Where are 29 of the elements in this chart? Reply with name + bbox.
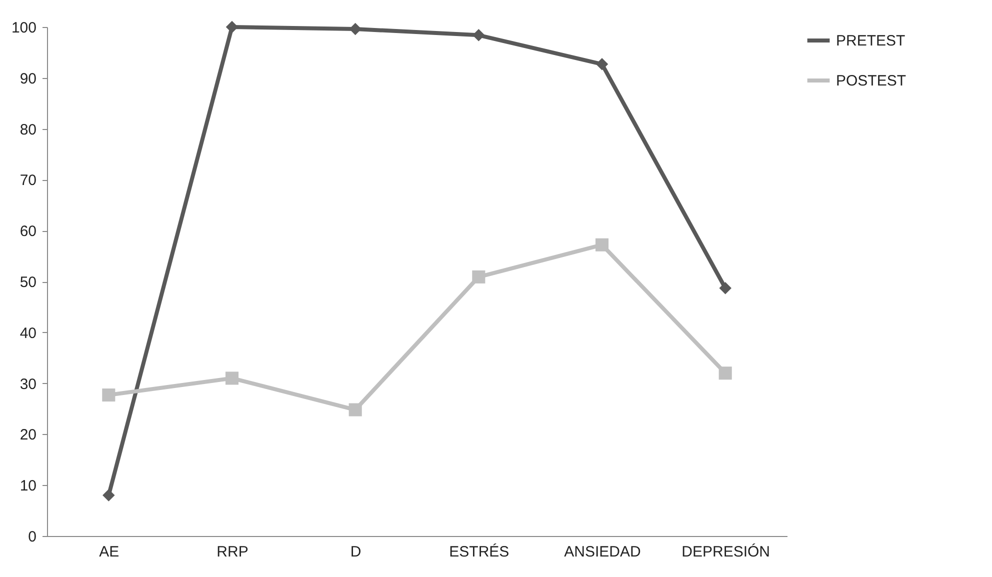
legend-label: PRETEST — [836, 32, 906, 50]
point — [225, 372, 239, 385]
x-tick-label: D — [350, 544, 362, 560]
x-tick-label: RRP — [216, 544, 248, 560]
point — [102, 489, 115, 502]
x-tick-label: ANSIEDAD — [564, 544, 642, 560]
y-tick-label: 20 — [20, 426, 36, 444]
y-tick-label: 50 — [20, 274, 36, 291]
point — [596, 58, 608, 70]
point — [102, 388, 116, 402]
y-tick-label: 80 — [20, 121, 36, 138]
x-tick-label: DEPRESIÓN — [682, 542, 770, 560]
y-tick-label: 0 — [28, 528, 36, 546]
x-tick-label: ESTRÉS — [449, 542, 510, 560]
y-tick-label: 40 — [20, 324, 36, 342]
point — [718, 366, 732, 380]
legend-label: POSTEST — [836, 72, 906, 90]
point — [472, 270, 486, 284]
point — [595, 238, 609, 252]
point — [348, 403, 362, 416]
point — [719, 282, 732, 294]
point — [472, 29, 485, 42]
y-tick-label: 90 — [20, 70, 36, 88]
y-tick-label: 30 — [20, 376, 36, 393]
y-tick-label: 70 — [20, 172, 36, 190]
y-tick-label: 60 — [20, 223, 36, 240]
y-tick-label: 10 — [20, 478, 36, 495]
y-tick-label: 100 — [11, 20, 36, 36]
x-tick-label: AE — [99, 544, 120, 560]
